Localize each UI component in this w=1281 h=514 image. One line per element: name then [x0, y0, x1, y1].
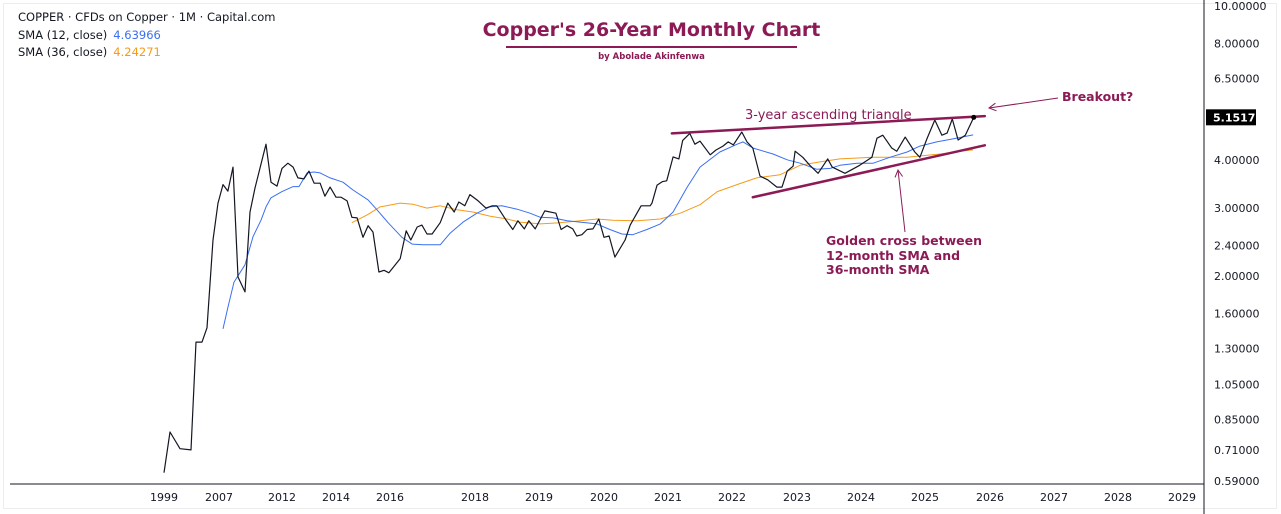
x-tick-label: 2027 [1040, 491, 1068, 504]
y-tick-label: 10.00000 [1214, 0, 1267, 13]
golden-cross-line-2: 12-month SMA and [826, 247, 961, 263]
x-tick-label: 2012 [268, 491, 296, 504]
golden-cross-arrow [897, 169, 906, 233]
y-tick-label: 1.30000 [1214, 342, 1260, 355]
last-price-label: 5.15171 [1213, 111, 1263, 124]
resistance-trendline [670, 114, 987, 135]
price-series-line [163, 117, 975, 473]
y-tick-label: 0.85000 [1214, 414, 1260, 427]
y-tick-label: 0.59000 [1214, 475, 1260, 488]
y-tick-label: 4.00000 [1214, 154, 1260, 167]
golden-cross-line-3: 36-month SMA [826, 262, 930, 277]
triangle-annotation: 3-year ascending triangle [745, 108, 912, 123]
sma12-legend[interactable]: SMA (12, close) 4.63966 [18, 27, 275, 45]
last-price-badge [1206, 109, 1256, 126]
title-underline [506, 46, 797, 48]
x-tick-label: 2021 [654, 491, 682, 504]
golden-cross-arrow-head [894, 168, 904, 178]
support-trendline [751, 144, 987, 199]
x-tick-label: 2014 [322, 491, 350, 504]
x-tick-label: 2025 [911, 491, 939, 504]
x-tick-label: 2019 [525, 491, 553, 504]
x-tick-label: 2026 [976, 491, 1004, 504]
sma36-series-line [351, 149, 974, 225]
x-tick-label: 2028 [1104, 491, 1132, 504]
sma36-label: SMA (36, close) [18, 45, 108, 59]
sma36-legend[interactable]: SMA (36, close) 4.24271 [18, 44, 275, 62]
x-tick-label: 2020 [590, 491, 618, 504]
x-tick-label: 2023 [783, 491, 811, 504]
breakout-arrow-head [987, 102, 997, 112]
x-tick-label: 2016 [376, 491, 404, 504]
sma12-label: SMA (12, close) [18, 27, 108, 42]
x-tick-label: 2022 [718, 491, 746, 504]
last-price-dot [971, 114, 977, 120]
golden-cross-annotation: Golden cross between 12-month SMA and 36… [826, 233, 983, 278]
sma12-series-line [222, 134, 974, 330]
y-tick-label: 1.05000 [1214, 378, 1260, 391]
chart-frame [3, 3, 1277, 509]
y-tick-label: 3.00000 [1214, 202, 1260, 215]
y-tick-label: 6.50000 [1214, 72, 1260, 85]
x-tick-label: 2007 [205, 491, 233, 504]
chart-subtitle: by Abolade Akinfenwa [598, 52, 705, 62]
y-tick-label: 2.00000 [1214, 270, 1260, 283]
symbol-info[interactable]: COPPER · CFDs on Copper · 1M · Capital.c… [18, 10, 276, 24]
y-tick-label: 2.40000 [1214, 240, 1260, 253]
sma36-value: 4.24271 [113, 45, 161, 59]
x-tick-label: 2029 [1168, 491, 1196, 504]
chart-legend: COPPER · CFDs on Copper · 1M · Capital.c… [18, 9, 275, 62]
x-tick-label: 2018 [461, 491, 489, 504]
y-tick-label: 0.71000 [1214, 444, 1260, 457]
sma12-value: 4.63966 [113, 27, 161, 42]
chart-title: Copper's 26-Year Monthly Chart [482, 19, 821, 41]
x-tick-label: 1999 [150, 491, 178, 504]
golden-cross-line-1: Golden cross between [826, 233, 983, 248]
breakout-annotation: Breakout? [1062, 89, 1134, 104]
y-tick-label: 8.00000 [1214, 37, 1260, 50]
y-tick-label: 1.60000 [1214, 308, 1260, 321]
breakout-arrow [988, 97, 1059, 109]
x-tick-label: 2024 [847, 491, 875, 504]
